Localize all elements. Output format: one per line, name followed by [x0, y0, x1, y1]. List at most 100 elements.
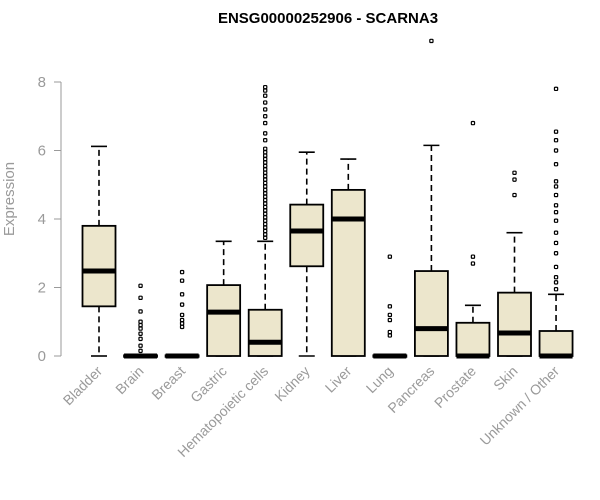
box-group: [81, 145, 117, 357]
outlier-point: [263, 204, 268, 210]
outlier-point: [263, 201, 268, 206]
outlier-point: [263, 150, 268, 155]
outlier-point: [512, 170, 517, 175]
outlier-point: [138, 336, 143, 342]
y-axis: 0 2 4 6 8: [38, 74, 62, 365]
outlier-point: [553, 280, 559, 285]
outlier-point: [553, 138, 559, 143]
outlier-point: [553, 230, 559, 235]
box: [81, 224, 117, 308]
outlier-point: [179, 321, 185, 326]
outlier-point: [263, 215, 268, 220]
box-group: [206, 240, 242, 357]
x-tick-label: Breast: [148, 363, 188, 403]
box-group: [538, 86, 574, 359]
outlier-point: [387, 317, 393, 323]
outlier-point: [263, 235, 268, 241]
box: [289, 203, 325, 268]
box-group: [455, 120, 491, 359]
outlier-point: [263, 173, 268, 179]
outlier-point: [263, 211, 268, 217]
outlier-point: [263, 170, 268, 175]
outlier-point: [263, 194, 268, 199]
outlier-point: [179, 324, 185, 330]
x-tick-label: Prostate: [431, 363, 479, 411]
outlier-point: [263, 131, 268, 136]
outlier-point: [470, 120, 476, 126]
outlier-point: [263, 146, 268, 151]
outlier-point: [263, 93, 268, 98]
outlier-point: [138, 331, 143, 336]
box-group: [372, 254, 408, 359]
y-tick-label: 4: [38, 211, 46, 228]
box-group: [247, 84, 283, 357]
box: [247, 308, 283, 357]
y-tick-label: 0: [38, 348, 46, 365]
box: [538, 330, 574, 357]
box: [497, 291, 532, 357]
box-group: [330, 158, 366, 357]
box: [455, 321, 491, 357]
outlier-point: [553, 218, 559, 223]
outlier-point: [553, 162, 559, 167]
outlier-point: [553, 209, 559, 215]
outlier-point: [263, 160, 268, 165]
y-tick-label: 8: [38, 74, 46, 91]
outlier-point: [138, 326, 143, 331]
y-tick-label: 2: [38, 280, 46, 297]
x-tick-label: Brain: [112, 363, 146, 397]
outlier-point: [263, 184, 268, 189]
box-group: [164, 269, 200, 359]
outlier-point: [263, 232, 268, 237]
outlier-point: [263, 114, 268, 119]
box-group: [413, 38, 449, 357]
box: [206, 284, 242, 357]
outlier-point: [263, 177, 268, 182]
outlier-point: [138, 295, 143, 300]
outlier-point: [263, 156, 268, 162]
outlier-point: [387, 333, 393, 338]
outlier-point: [553, 251, 559, 256]
outlier-point: [387, 329, 393, 335]
outlier-point: [138, 283, 143, 288]
outlier-point: [138, 319, 143, 324]
outlier-point: [470, 254, 476, 259]
outlier-point: [553, 192, 559, 198]
outlier-point: [553, 148, 559, 153]
outlier-point: [512, 192, 517, 198]
outlier-point: [263, 100, 268, 105]
outlier-point: [179, 312, 185, 318]
x-tick-label: Kidney: [271, 363, 313, 405]
outlier-point: [179, 269, 185, 275]
outlier-point: [387, 304, 393, 309]
box-group: [497, 170, 532, 357]
outlier-point: [179, 317, 185, 323]
outlier-point: [179, 292, 185, 297]
x-tick-label: Lung: [363, 363, 396, 396]
x-tick-label: Unknown / Other: [477, 363, 563, 449]
outlier-point: [553, 184, 559, 189]
outlier-point: [263, 153, 268, 158]
box: [330, 188, 366, 357]
outlier-point: [179, 302, 185, 307]
outlier-point: [553, 203, 559, 208]
outlier-point: [138, 309, 143, 314]
outlier-point: [553, 129, 559, 134]
box-group: [289, 151, 325, 357]
outlier-point: [553, 240, 559, 246]
outlier-point: [138, 348, 143, 354]
boxes-layer: [81, 38, 574, 359]
outlier-point: [553, 275, 559, 280]
outlier-point: [138, 343, 143, 348]
chart-title: ENSG00000252906 - SCARNA3: [218, 10, 438, 27]
outlier-point: [263, 138, 268, 143]
outlier-point: [263, 225, 268, 230]
outlier-point: [263, 208, 268, 213]
outlier-point: [387, 312, 393, 318]
outlier-point: [263, 163, 268, 169]
x-tick-label: Skin: [490, 363, 521, 394]
outlier-point: [263, 84, 268, 90]
x-tick-label: Bladder: [60, 363, 106, 409]
outlier-point: [263, 218, 268, 223]
